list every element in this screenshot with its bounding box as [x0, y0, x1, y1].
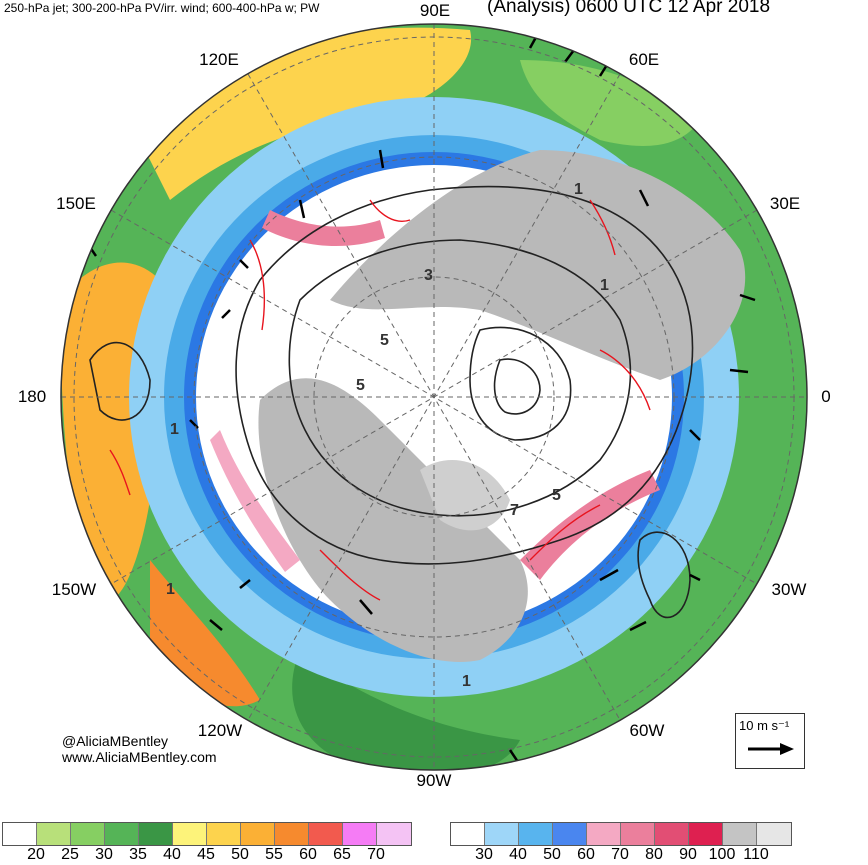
pw-colorbar-swatch — [275, 823, 309, 845]
pv-contours — [89, 185, 694, 619]
jet-colorbar-tick-label: 60 — [577, 846, 595, 863]
pw-colorbar-swatch — [105, 823, 139, 845]
lon-label-150e: 150E — [56, 194, 96, 213]
pw-colorbar — [2, 822, 412, 846]
lon-label-90w: 90W — [416, 771, 452, 790]
lon-label-0: 0 — [821, 387, 831, 406]
jet-colorbar-tick-label: 90 — [679, 846, 697, 863]
pw-colorbar-tick-label: 55 — [265, 846, 283, 863]
jet-colorbar-ticks: 30 40 50 60 70 80 90 100 110 — [450, 846, 790, 864]
pw-colorbar-swatch — [3, 823, 37, 845]
pw-moist-region-gulf — [292, 650, 520, 770]
contour-label-1c: 1 — [166, 581, 175, 598]
wind-scale-arrow-icon — [748, 743, 794, 755]
jet-colorbar-tick-label: 110 — [743, 846, 769, 863]
pw-colorbar-tick-label: 40 — [163, 846, 181, 863]
chart-subtitle: 250-hPa jet; 300-200-hPa PV/irr. wind; 6… — [4, 1, 320, 15]
pw-colorbar-swatch — [241, 823, 275, 845]
jet-colorbar-tick-label: 80 — [645, 846, 663, 863]
jet-colorbar-swatch — [655, 823, 689, 845]
map-border — [60, 23, 808, 771]
jet-colorbar-swatch — [587, 823, 621, 845]
pw-dry-region — [520, 60, 700, 146]
jet-colorbar — [450, 822, 792, 846]
jet-colorbar-tick-label: 40 — [509, 846, 527, 863]
pw-colorbar-swatch — [37, 823, 71, 845]
pw-colorbar-tick-label: 30 — [95, 846, 113, 863]
pw-colorbar-swatch — [343, 823, 377, 845]
pw-colorbar-tick-label: 70 — [367, 846, 385, 863]
pw-colorbar-ticks: 20 25 30 35 40 45 50 55 60 65 70 — [2, 846, 410, 864]
credits: @AliciaMBentley www.AliciaMBentley.com — [62, 733, 217, 765]
contour-label-1e: 1 — [600, 277, 609, 294]
lon-label-120e: 120E — [199, 50, 239, 69]
jet-colorbar-swatch — [553, 823, 587, 845]
pw-colorbar-tick-label: 35 — [129, 846, 147, 863]
wind-vectors — [83, 29, 756, 766]
pw-colorbar-tick-label: 50 — [231, 846, 249, 863]
pw-colorbar-swatch — [309, 823, 343, 845]
pw-colorbar-tick-label: 25 — [61, 846, 79, 863]
pw-colorbar-swatch — [71, 823, 105, 845]
chart-title: (Analysis) 0600 UTC 12 Apr 2018 — [487, 0, 771, 17]
jet-colorbar-swatch — [689, 823, 723, 845]
jet-colorbar-swatch — [451, 823, 485, 845]
pw-colorbar-swatch — [207, 823, 241, 845]
contour-label-1d: 1 — [462, 673, 471, 690]
lon-label-60w: 60W — [629, 721, 665, 740]
pw-colorbar-tick-label: 20 — [27, 846, 45, 863]
jet-colorbar-tick-label: 30 — [475, 846, 493, 863]
credits-website: www.AliciaMBentley.com — [62, 749, 217, 765]
contour-label-1b: 1 — [170, 421, 179, 438]
pw-colorbar-tick-label: 65 — [333, 846, 351, 863]
pw-colorbar-tick-label: 60 — [299, 846, 317, 863]
lon-label-150w: 150W — [51, 580, 97, 599]
jet-colorbar-tick-label: 50 — [543, 846, 561, 863]
pw-colorbar-tick-label: 45 — [197, 846, 215, 863]
land-greenland — [420, 460, 510, 531]
contour-label-5c: 5 — [552, 487, 561, 504]
jet-colorbar-tick-label: 100 — [708, 846, 736, 863]
jet-colorbar-swatch — [757, 823, 791, 845]
jet-streak-asia — [262, 210, 385, 247]
polar-map: 1 3 5 5 7 1 1 1 5 1 — [60, 23, 808, 771]
jet-colorbar-swatch — [621, 823, 655, 845]
pw-colorbar-swatch — [173, 823, 207, 845]
lon-label-30w: 30W — [771, 580, 807, 599]
lon-label-30e: 30E — [769, 194, 801, 213]
graticule — [61, 24, 807, 770]
contour-label-3: 3 — [424, 267, 433, 284]
jet-colorbar-tick-label: 70 — [611, 846, 629, 863]
vertical-motion-contours — [109, 199, 651, 601]
lon-label-90e: 90E — [419, 1, 451, 20]
wind-scale-label: 10 m s⁻¹ — [739, 718, 790, 733]
jet-colorbar-swatch — [723, 823, 757, 845]
contour-label-5b: 5 — [356, 377, 365, 394]
contour-label-5a: 5 — [380, 332, 389, 349]
wind-scale-legend: 10 m s⁻¹ — [735, 713, 805, 769]
credits-handle: @AliciaMBentley — [62, 733, 169, 749]
lon-label-180: 180 — [17, 387, 47, 406]
pw-colorbar-swatch — [139, 823, 173, 845]
jet-colorbar-swatch — [519, 823, 553, 845]
lon-label-60e: 60E — [628, 50, 660, 69]
pw-colorbar-swatch — [377, 823, 411, 845]
contour-label-7: 7 — [510, 502, 519, 519]
lon-label-120w: 120W — [197, 721, 243, 740]
jet-streak-atlantic — [520, 470, 660, 580]
contour-label-1a: 1 — [574, 181, 583, 198]
jet-colorbar-swatch — [485, 823, 519, 845]
land-north-america — [258, 378, 528, 662]
